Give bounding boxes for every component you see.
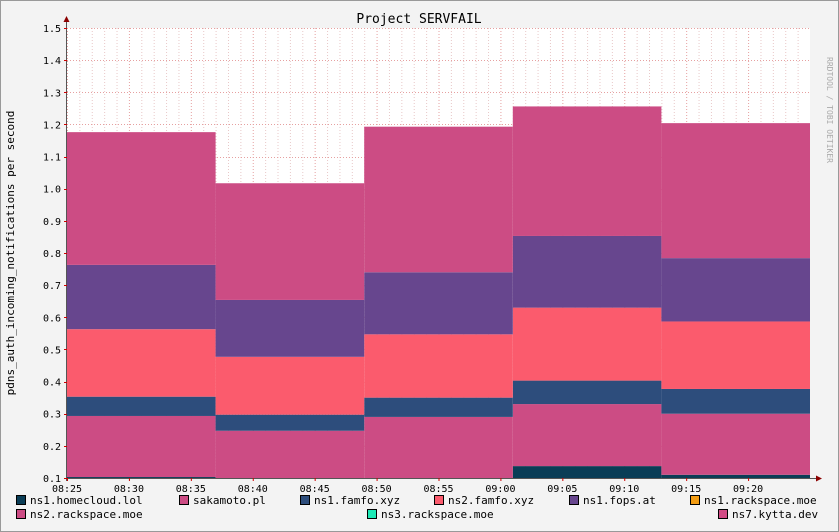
x-tick-label: 09:20 (733, 484, 763, 495)
x-tick-label: 09:10 (609, 484, 639, 495)
area-segment (512, 404, 662, 467)
area-segment (512, 380, 662, 405)
legend-item: ns1.rackspace.moe (690, 494, 817, 507)
legend-swatch (690, 495, 700, 505)
area-segment (661, 388, 810, 414)
area-segment (215, 183, 365, 300)
y-axis-label: pdns_auth_incoming_notifications per sec… (4, 111, 17, 396)
tick-label-layer: 0.1 0.2 0.3 0.4 0.5 0.6 0.7 0.8 0.9 1.0 1.1 1.2 1.3 1… (43, 24, 763, 495)
area-layer (67, 106, 810, 478)
legend-item: ns2.rackspace.moe (16, 508, 143, 521)
legend-swatch (16, 509, 26, 519)
x-tick-label: 09:05 (547, 484, 577, 495)
y-tick-label: 0.5 (43, 345, 61, 356)
y-axis-arrow-icon (63, 16, 70, 22)
area-segment (661, 413, 810, 475)
legend-label: ns2.famfo.xyz (448, 494, 534, 507)
legend-item: ns1.famfo.xyz (300, 494, 400, 507)
x-tick-label: 08:55 (423, 484, 453, 495)
area-segment (67, 477, 216, 478)
legend-item: ns7.kytta.dev (718, 508, 818, 521)
legend-swatch (179, 495, 189, 505)
legend-label: sakamoto.pl (193, 494, 266, 507)
y-tick-label: 1.0 (43, 185, 61, 196)
y-tick-label: 0.3 (43, 410, 61, 421)
area-segment (661, 123, 810, 259)
area-segment (364, 416, 513, 478)
y-tick-label: 1.3 (43, 88, 61, 99)
area-segment (512, 466, 662, 478)
x-tick-label: 08:45 (300, 484, 330, 495)
legend-label: ns2.rackspace.moe (30, 508, 143, 521)
area-segment (67, 396, 216, 416)
legend-item: ns3.rackspace.moe (367, 508, 494, 521)
y-tick-label: 0.4 (43, 378, 61, 389)
x-tick-label: 08:25 (52, 484, 82, 495)
area-segment (67, 264, 216, 330)
x-tick-label: 09:00 (485, 484, 515, 495)
x-tick-label: 09:15 (671, 484, 701, 495)
watermark: RRDTOOL / TOBI OETIKER (825, 57, 834, 163)
y-tick-label: 1.5 (43, 24, 61, 35)
area-segment (67, 132, 216, 265)
area-segment (215, 299, 365, 357)
legend: ns1.homecloud.lol sakamoto.pl ns1.famfo.xy… (16, 494, 818, 521)
area-segment (215, 356, 365, 415)
area-segment (364, 272, 513, 335)
y-tick-label: 0.6 (43, 313, 61, 324)
legend-swatch (718, 509, 728, 519)
legend-swatch (16, 495, 26, 505)
area-segment (661, 474, 810, 478)
legend-label: ns1.famfo.xyz (314, 494, 400, 507)
area-segment (67, 329, 216, 397)
legend-item: sakamoto.pl (179, 494, 266, 507)
area-segment (364, 334, 513, 398)
y-tick-label: 1.4 (43, 56, 61, 67)
legend-item: ns2.famfo.xyz (434, 494, 534, 507)
x-tick-label: 08:35 (176, 484, 206, 495)
legend-item: ns1.fops.at (569, 494, 656, 507)
legend-swatch (300, 495, 310, 505)
area-segment (215, 430, 365, 478)
area-segment (512, 106, 662, 236)
axis-layer (63, 16, 822, 482)
legend-swatch (434, 495, 444, 505)
y-tick-label: 0.9 (43, 217, 61, 228)
y-tick-label: 0.8 (43, 249, 61, 260)
legend-label: ns1.rackspace.moe (704, 494, 817, 507)
area-segment (364, 126, 513, 273)
area-segment (512, 235, 662, 308)
area-segment (67, 415, 216, 478)
legend-label: ns1.homecloud.lol (30, 494, 143, 507)
y-tick-label: 1.1 (43, 153, 61, 164)
x-tick-label: 08:50 (362, 484, 392, 495)
y-tick-label: 1.2 (43, 120, 61, 131)
x-tick-label: 08:30 (114, 484, 144, 495)
legend-swatch (569, 495, 579, 505)
x-tick-label: 08:40 (238, 484, 268, 495)
legend-item: ns1.homecloud.lol (16, 494, 143, 507)
y-tick-label: 0.7 (43, 281, 61, 292)
area-segment (661, 258, 810, 322)
area-segment (512, 307, 662, 381)
legend-swatch (367, 509, 377, 519)
x-axis-arrow-icon (816, 475, 822, 482)
area-segment (364, 397, 513, 417)
legend-label: ns7.kytta.dev (732, 508, 818, 521)
chart-title: Project SERVFAIL (356, 12, 481, 27)
legend-label: ns3.rackspace.moe (381, 508, 494, 521)
area-segment (661, 321, 810, 389)
legend-label: ns1.fops.at (583, 494, 656, 507)
y-tick-label: 0.2 (43, 442, 61, 453)
area-segment (215, 414, 365, 431)
y-tick-label: 0.1 (43, 474, 61, 485)
